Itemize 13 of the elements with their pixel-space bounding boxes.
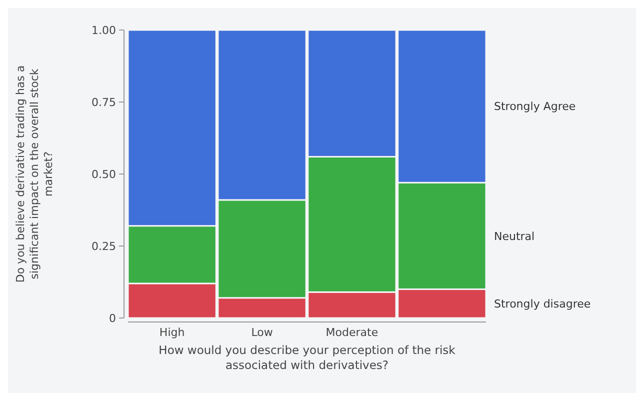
y-tick-label: 0 xyxy=(109,312,116,325)
series-label: Strongly disagree xyxy=(494,297,591,310)
y-tick-label: 0.50 xyxy=(92,168,116,181)
x-tick-label: Moderate xyxy=(326,326,378,339)
series-label: Neutral xyxy=(494,230,535,243)
y-tick-label: 0.25 xyxy=(92,240,116,253)
y-axis-title: Do you believe derivative trading has a significant impact on the overall stock market? xyxy=(14,65,55,283)
y-tick-label: 1.00 xyxy=(92,24,116,37)
x-tick-label: Low xyxy=(251,326,273,339)
series-label: Strongly Agree xyxy=(494,100,576,114)
x-tick-label: High xyxy=(159,326,185,339)
x-axis-title: How would you describe your perception of the risk associated with derivatives? xyxy=(158,343,456,372)
y-tick-label: 0.75 xyxy=(92,96,116,109)
